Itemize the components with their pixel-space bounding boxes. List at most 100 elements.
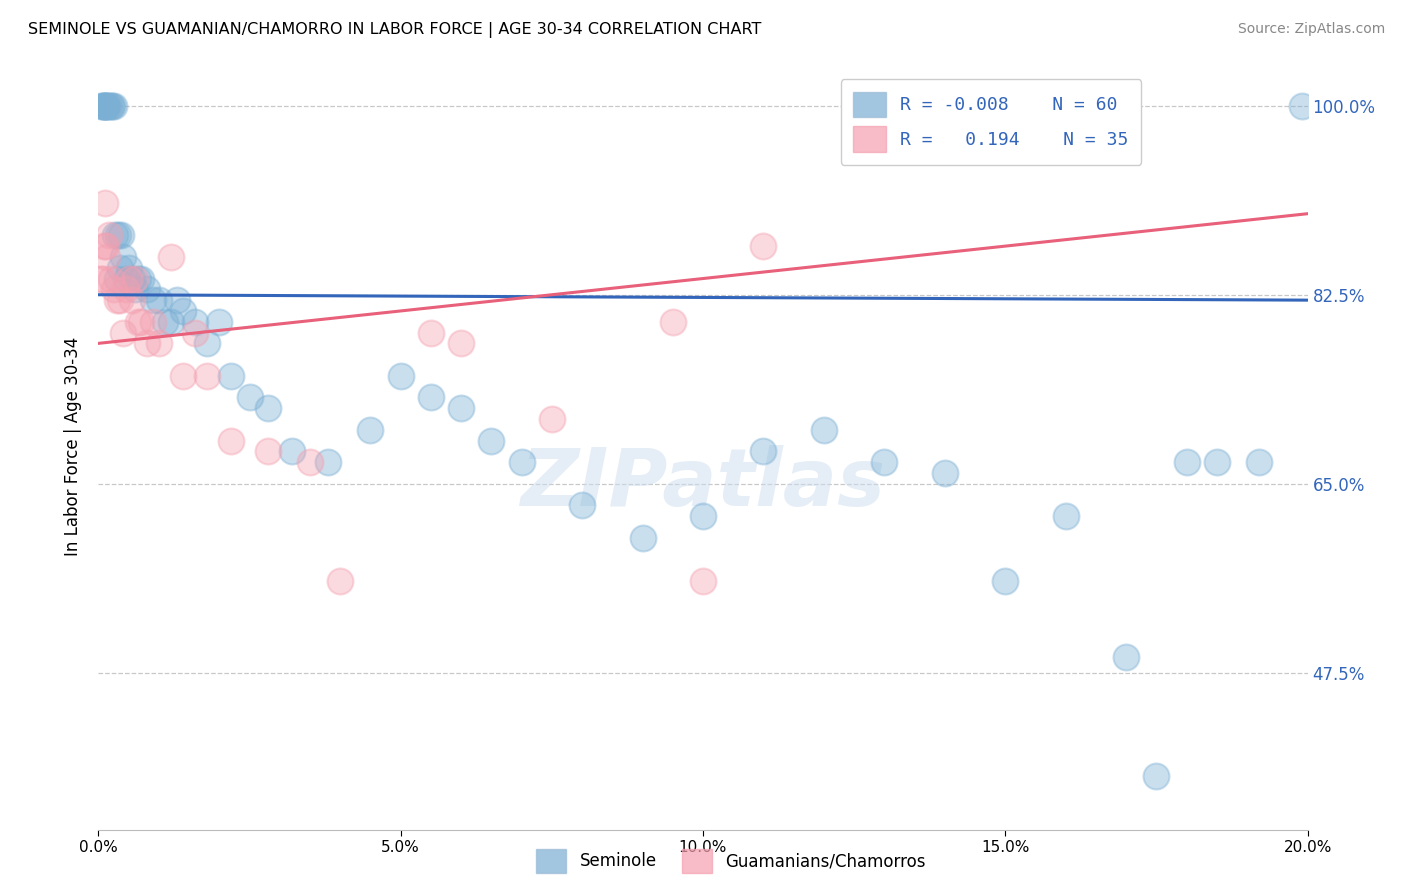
Point: [994, 574, 1017, 588]
Point: [256, 401, 278, 416]
Point: [107, 228, 129, 243]
Point: [420, 390, 443, 404]
Point: [166, 293, 188, 307]
Point: [389, 368, 412, 383]
Point: [94, 98, 117, 112]
Point: [93, 98, 115, 112]
Point: [873, 455, 896, 469]
Point: [97, 98, 120, 112]
Point: [153, 315, 176, 329]
Point: [299, 455, 322, 469]
Point: [96, 250, 118, 264]
Point: [208, 315, 231, 329]
Legend: R = -0.008    N = 60, R =   0.194    N = 35: R = -0.008 N = 60, R = 0.194 N = 35: [841, 79, 1142, 164]
Point: [135, 336, 157, 351]
Point: [1206, 455, 1229, 469]
Point: [692, 509, 714, 524]
Point: [91, 271, 114, 285]
Point: [94, 195, 117, 210]
Point: [93, 239, 115, 253]
Point: [1115, 649, 1137, 664]
Point: [93, 98, 115, 112]
Point: [540, 412, 562, 426]
Point: [118, 271, 141, 285]
Point: [934, 466, 956, 480]
Point: [103, 98, 125, 112]
Text: ZIPatlas: ZIPatlas: [520, 445, 886, 524]
Point: [114, 282, 136, 296]
Point: [129, 315, 152, 329]
Point: [160, 315, 183, 329]
Point: [104, 228, 127, 243]
Point: [96, 98, 118, 112]
Point: [148, 336, 170, 351]
Point: [100, 98, 122, 112]
Point: [195, 336, 218, 351]
Point: [631, 531, 654, 545]
Point: [160, 250, 183, 264]
Point: [90, 271, 112, 285]
Point: [105, 271, 128, 285]
Point: [571, 499, 593, 513]
Point: [96, 239, 118, 253]
Point: [221, 368, 243, 383]
Point: [360, 423, 382, 437]
Point: [124, 271, 146, 285]
Point: [96, 98, 118, 112]
Point: [661, 315, 683, 329]
Point: [329, 574, 352, 588]
Point: [121, 293, 143, 307]
Point: [97, 228, 120, 243]
Point: [118, 260, 141, 275]
Point: [124, 282, 146, 296]
Point: [239, 390, 262, 404]
Point: [221, 434, 243, 448]
Point: [100, 98, 122, 112]
Point: [184, 315, 207, 329]
Point: [316, 455, 339, 469]
Point: [94, 98, 117, 112]
Point: [172, 304, 194, 318]
Point: [813, 423, 835, 437]
Point: [450, 336, 472, 351]
Point: [752, 444, 775, 458]
Point: [1249, 455, 1271, 469]
Point: [127, 315, 149, 329]
Point: [108, 293, 131, 307]
Point: [752, 239, 775, 253]
Point: [1054, 509, 1077, 524]
Point: [1146, 768, 1168, 782]
Point: [105, 293, 128, 307]
Text: Source: ZipAtlas.com: Source: ZipAtlas.com: [1237, 22, 1385, 37]
Point: [142, 293, 165, 307]
Point: [195, 368, 218, 383]
Point: [481, 434, 503, 448]
Point: [172, 368, 194, 383]
Point: [121, 271, 143, 285]
Point: [450, 401, 472, 416]
Text: SEMINOLE VS GUAMANIAN/CHAMORRO IN LABOR FORCE | AGE 30-34 CORRELATION CHART: SEMINOLE VS GUAMANIAN/CHAMORRO IN LABOR …: [28, 22, 762, 38]
Point: [148, 293, 170, 307]
Point: [135, 282, 157, 296]
Point: [108, 260, 131, 275]
Point: [111, 250, 134, 264]
Point: [103, 282, 125, 296]
Point: [1175, 455, 1198, 469]
Point: [100, 271, 122, 285]
Point: [420, 326, 443, 340]
Point: [1291, 98, 1313, 112]
Point: [510, 455, 533, 469]
Point: [281, 444, 304, 458]
Legend: Seminole, Guamanians/Chamorros: Seminole, Guamanians/Chamorros: [530, 842, 932, 880]
Y-axis label: In Labor Force | Age 30-34: In Labor Force | Age 30-34: [65, 336, 83, 556]
Point: [91, 98, 114, 112]
Point: [90, 98, 112, 112]
Point: [111, 326, 134, 340]
Point: [692, 574, 714, 588]
Point: [184, 326, 207, 340]
Point: [114, 271, 136, 285]
Point: [129, 271, 152, 285]
Point: [142, 315, 165, 329]
Point: [256, 444, 278, 458]
Point: [110, 228, 132, 243]
